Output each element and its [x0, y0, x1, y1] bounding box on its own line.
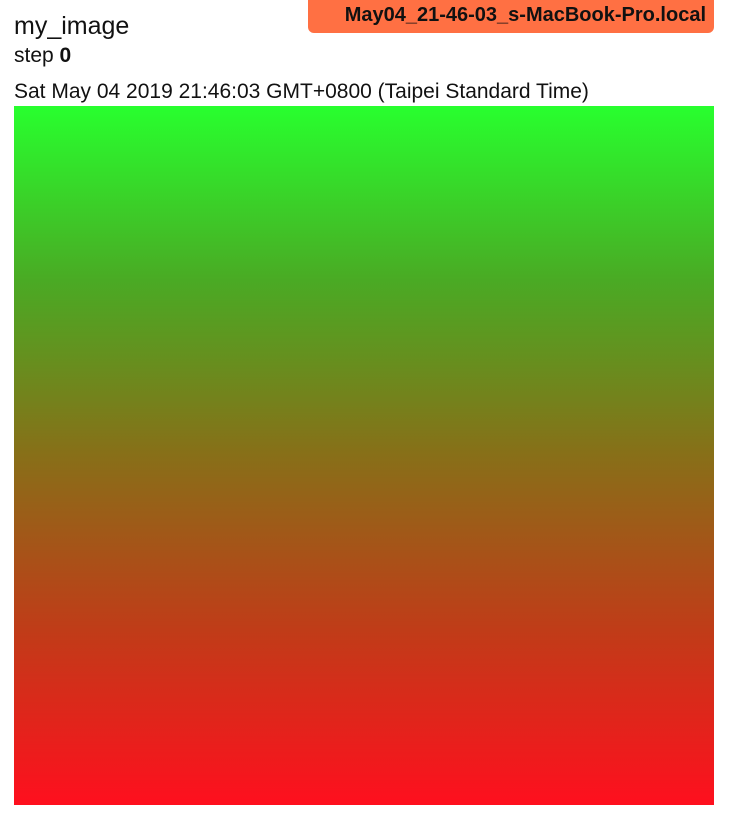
summary-image [14, 106, 714, 805]
step-indicator: step 0 [14, 44, 71, 68]
step-value: 0 [59, 44, 72, 67]
step-label: step [14, 44, 54, 67]
gradient-image-fill [14, 106, 714, 805]
run-name-badge: May04_21-46-03_s-MacBook-Pro.local [308, 0, 714, 33]
run-name-label: May04_21-46-03_s-MacBook-Pro.local [344, 4, 706, 26]
wall-time-text: Sat May 04 2019 21:46:03 GMT+0800 (Taipe… [14, 80, 589, 103]
image-tag-title: my_image [14, 12, 130, 40]
